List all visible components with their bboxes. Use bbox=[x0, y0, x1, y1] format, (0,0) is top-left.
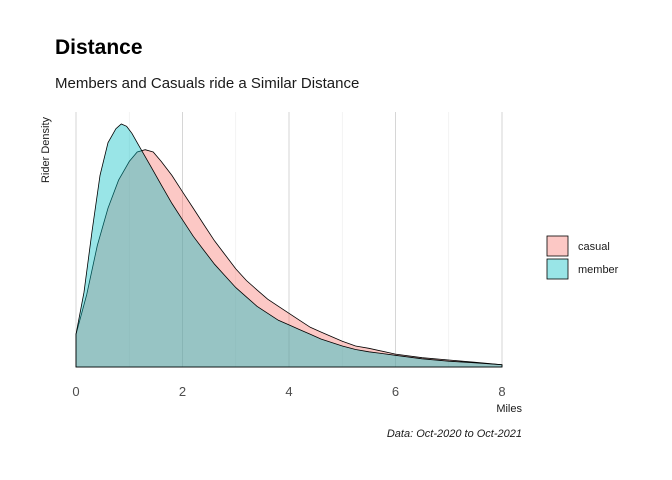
density-areas bbox=[75, 123, 503, 368]
density-area-member bbox=[75, 123, 503, 368]
y-axis-title: Rider Density bbox=[40, 116, 52, 183]
legend-label-member: member bbox=[578, 264, 619, 276]
x-tick-label: 6 bbox=[392, 384, 399, 399]
chart-caption: Data: Oct-2020 to Oct-2021 bbox=[386, 428, 522, 440]
grid-lines bbox=[75, 112, 503, 367]
legend-key-casual bbox=[546, 235, 569, 257]
chart-title: Distance bbox=[55, 36, 143, 59]
legend-label-casual: casual bbox=[578, 241, 610, 253]
x-tick-label: 8 bbox=[498, 384, 505, 399]
x-tick-label: 4 bbox=[285, 384, 292, 399]
legend-key-member bbox=[546, 258, 569, 280]
legend: casual member bbox=[546, 235, 619, 280]
density-area-casual bbox=[75, 149, 503, 368]
x-axis-title: Miles bbox=[496, 403, 522, 415]
x-axis-ticks: 0 2 4 6 8 bbox=[72, 384, 505, 399]
x-tick-label: 2 bbox=[179, 384, 186, 399]
x-tick-label: 0 bbox=[72, 384, 79, 399]
chart-subtitle: Members and Casuals ride a Similar Dista… bbox=[55, 75, 360, 92]
